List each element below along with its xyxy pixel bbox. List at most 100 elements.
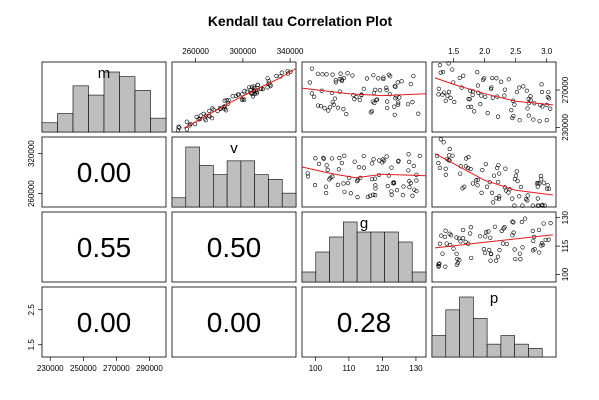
scatter-point bbox=[460, 227, 466, 233]
histogram-bar bbox=[343, 221, 358, 283]
scatter-point bbox=[514, 169, 519, 174]
histogram-bar bbox=[370, 231, 385, 283]
scatter-point bbox=[417, 153, 422, 159]
scatter-point bbox=[406, 152, 411, 157]
scatter-point bbox=[540, 242, 545, 247]
scatter-point bbox=[463, 164, 469, 169]
scatter-point bbox=[535, 203, 540, 208]
scatter-point bbox=[470, 92, 475, 98]
scatter-point bbox=[395, 102, 401, 107]
scatter-point bbox=[330, 72, 335, 77]
scatter-point bbox=[439, 233, 444, 238]
scatter-point bbox=[537, 250, 542, 255]
scatter-point bbox=[475, 177, 480, 182]
scatter-point bbox=[322, 106, 327, 111]
scatter-point bbox=[401, 184, 406, 189]
scatter-point bbox=[541, 180, 546, 185]
tick-label: 340000 bbox=[277, 47, 304, 56]
histogram-bar bbox=[398, 241, 413, 283]
panel-grid: m v g p 0.00 0.55 0.50 0.00 0.00 0.28 230000 250000… bbox=[27, 47, 570, 373]
scatter-point bbox=[437, 63, 443, 68]
scatter-point bbox=[458, 171, 463, 176]
scatter-point bbox=[255, 82, 260, 87]
scatter-point bbox=[307, 80, 312, 85]
histogram-bar bbox=[171, 197, 187, 208]
scatter-point bbox=[217, 106, 223, 111]
correlation-value: 0.00 bbox=[77, 307, 132, 338]
histogram-bar bbox=[185, 146, 200, 208]
scatter-point bbox=[387, 92, 393, 97]
tick-label: 290000 bbox=[136, 364, 163, 373]
scatter-point bbox=[526, 113, 531, 118]
scatter-point bbox=[473, 178, 479, 183]
scatter-point bbox=[414, 178, 419, 183]
scatter-point bbox=[368, 110, 373, 115]
scatter-point bbox=[406, 168, 411, 173]
scatter-point bbox=[374, 97, 379, 102]
scatter-point bbox=[480, 168, 485, 173]
scatter-point bbox=[345, 181, 351, 186]
scatter-point bbox=[341, 107, 346, 112]
scatter-point bbox=[503, 166, 508, 171]
tick-label: 260000 bbox=[182, 47, 209, 56]
scatter-point bbox=[470, 181, 476, 186]
tick-label: 230000 bbox=[561, 113, 570, 140]
scatter-point bbox=[445, 93, 450, 98]
histogram-bar bbox=[88, 94, 105, 133]
scatter-point bbox=[512, 177, 518, 182]
scatter-point bbox=[327, 105, 333, 110]
tick-label: 1.5 bbox=[27, 339, 36, 351]
scatter-point bbox=[511, 113, 516, 119]
scatter-point bbox=[450, 67, 455, 72]
scatter-point bbox=[315, 71, 320, 76]
scatter-point bbox=[369, 109, 375, 114]
scatter-point bbox=[341, 181, 346, 186]
chart-title: Kendall tau Correlation Plot bbox=[208, 13, 393, 29]
scatter-point bbox=[333, 78, 338, 83]
scatter-point bbox=[249, 84, 254, 89]
scatter-point bbox=[502, 93, 507, 98]
scatter-point bbox=[241, 96, 246, 102]
scatter-point bbox=[391, 181, 397, 186]
scatter-point bbox=[469, 104, 474, 109]
histogram-bar bbox=[514, 343, 529, 358]
scatter-point bbox=[512, 247, 517, 252]
scatter-point bbox=[331, 102, 336, 107]
scatter-point bbox=[371, 157, 376, 162]
scatter-point bbox=[384, 154, 389, 159]
scatter-point bbox=[443, 172, 448, 177]
panel-frame-3-0 bbox=[41, 286, 167, 358]
variable-label-m: m bbox=[98, 65, 111, 82]
scatter-point bbox=[513, 173, 519, 178]
panel-frame-2-0 bbox=[41, 211, 167, 283]
scatter-point bbox=[371, 90, 377, 96]
scatter-point bbox=[525, 106, 530, 111]
histogram-bar bbox=[72, 85, 89, 133]
scatter-point bbox=[318, 104, 323, 109]
scatter-point bbox=[497, 171, 502, 176]
scatter-point bbox=[530, 203, 535, 208]
scatter-point bbox=[451, 246, 456, 251]
scatter-point bbox=[483, 230, 489, 235]
scatter-point bbox=[357, 97, 362, 103]
histogram-bar bbox=[329, 236, 344, 283]
scatter-point bbox=[512, 102, 517, 107]
tick-label: 120 bbox=[376, 364, 390, 373]
scatter-point bbox=[373, 193, 378, 198]
scatter-point bbox=[330, 100, 335, 105]
scatter-point bbox=[466, 154, 471, 160]
scatter-point bbox=[546, 90, 551, 95]
scatter-point bbox=[548, 221, 553, 226]
scatter-point bbox=[327, 177, 332, 182]
histogram-bar bbox=[268, 179, 283, 208]
scatter-point bbox=[242, 97, 247, 103]
scatter-point bbox=[542, 203, 547, 208]
scatter-point bbox=[497, 194, 502, 199]
histogram-bar bbox=[411, 271, 427, 283]
scatter-point bbox=[497, 247, 502, 253]
scatter-point bbox=[537, 119, 542, 124]
scatter-point bbox=[523, 216, 528, 221]
scatter-point bbox=[482, 250, 488, 255]
scatter-point bbox=[548, 106, 553, 111]
